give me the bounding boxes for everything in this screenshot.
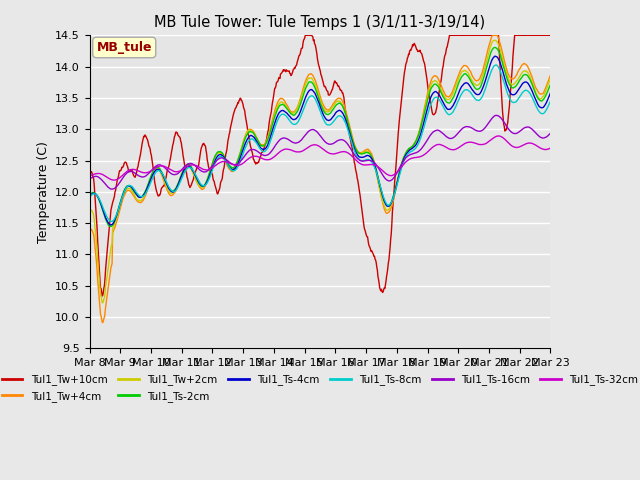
Tul1_Ts-2cm	[547, 82, 554, 87]
Tul1_Tw+4cm	[354, 148, 362, 154]
Tul1_Tw+2cm	[380, 202, 388, 207]
Tul1_Tw+10cm	[484, 33, 492, 38]
Tul1_Ts-4cm	[86, 193, 93, 199]
Tul1_Ts-32cm	[380, 169, 388, 175]
Tul1_Ts-16cm	[483, 122, 491, 128]
Tul1_Tw+10cm	[99, 293, 106, 299]
Tul1_Tw+10cm	[367, 247, 374, 252]
Tul1_Ts-2cm	[354, 149, 362, 155]
Line: Tul1_Ts-32cm: Tul1_Ts-32cm	[90, 136, 550, 180]
Tul1_Tw+4cm	[115, 212, 122, 218]
Tul1_Ts-32cm	[111, 177, 118, 183]
Tul1_Tw+4cm	[366, 148, 374, 154]
Line: Tul1_Tw+4cm: Tul1_Tw+4cm	[90, 36, 550, 323]
Tul1_Ts-32cm	[547, 145, 554, 151]
Line: Tul1_Ts-16cm: Tul1_Ts-16cm	[90, 115, 550, 189]
Tul1_Ts-8cm	[436, 97, 444, 103]
Tul1_Ts-8cm	[380, 195, 388, 201]
Line: Tul1_Tw+10cm: Tul1_Tw+10cm	[90, 36, 550, 296]
Tul1_Ts-32cm	[436, 142, 444, 147]
Tul1_Ts-8cm	[354, 155, 362, 161]
Tul1_Ts-32cm	[495, 133, 503, 139]
Tul1_Tw+4cm	[489, 33, 497, 38]
Tul1_Ts-16cm	[547, 131, 554, 136]
Y-axis label: Temperature (C): Temperature (C)	[36, 141, 49, 243]
Tul1_Ts-16cm	[380, 174, 388, 180]
Tul1_Ts-16cm	[115, 181, 122, 187]
Tul1_Ts-4cm	[547, 90, 554, 96]
Tul1_Tw+4cm	[86, 229, 93, 235]
Tul1_Tw+10cm	[115, 174, 122, 180]
Tul1_Ts-32cm	[354, 159, 362, 165]
Tul1_Ts-8cm	[547, 98, 554, 104]
Tul1_Tw+10cm	[355, 181, 362, 187]
Tul1_Tw+2cm	[547, 76, 554, 82]
Tul1_Ts-16cm	[436, 128, 444, 134]
Tul1_Ts-2cm	[86, 192, 93, 198]
Tul1_Tw+2cm	[86, 210, 93, 216]
Tul1_Tw+4cm	[380, 204, 388, 210]
Tul1_Tw+2cm	[366, 151, 374, 156]
Tul1_Tw+2cm	[436, 84, 444, 90]
Tul1_Ts-2cm	[106, 224, 114, 229]
Tul1_Ts-2cm	[436, 86, 444, 92]
Tul1_Ts-32cm	[483, 140, 491, 146]
Line: Tul1_Ts-8cm: Tul1_Ts-8cm	[90, 65, 550, 221]
Tul1_Tw+4cm	[436, 79, 444, 85]
Tul1_Tw+2cm	[354, 149, 362, 155]
Tul1_Ts-16cm	[492, 112, 500, 118]
Title: MB Tule Tower: Tule Temps 1 (3/1/11-3/19/14): MB Tule Tower: Tule Temps 1 (3/1/11-3/19…	[154, 15, 486, 30]
Tul1_Ts-32cm	[366, 162, 374, 168]
Tul1_Tw+2cm	[492, 37, 499, 43]
Tul1_Ts-8cm	[86, 194, 93, 200]
Tul1_Ts-8cm	[115, 206, 122, 212]
Tul1_Ts-16cm	[366, 157, 374, 163]
Tul1_Ts-4cm	[492, 53, 499, 59]
Line: Tul1_Tw+2cm: Tul1_Tw+2cm	[90, 40, 550, 303]
Tul1_Tw+10cm	[380, 285, 388, 291]
Tul1_Ts-4cm	[366, 154, 374, 159]
Tul1_Ts-16cm	[86, 176, 93, 181]
Tul1_Ts-32cm	[115, 176, 122, 181]
Legend: Tul1_Tw+10cm, Tul1_Tw+4cm, Tul1_Tw+2cm, Tul1_Ts-2cm, Tul1_Ts-4cm, Tul1_Ts-8cm, T: Tul1_Tw+10cm, Tul1_Tw+4cm, Tul1_Tw+2cm, …	[0, 370, 640, 406]
Tul1_Ts-8cm	[492, 62, 500, 68]
Tul1_Tw+4cm	[483, 50, 491, 56]
Tul1_Tw+10cm	[436, 81, 444, 87]
Tul1_Ts-4cm	[483, 72, 491, 78]
Tul1_Ts-4cm	[354, 153, 362, 158]
Tul1_Ts-4cm	[380, 196, 388, 202]
Tul1_Tw+2cm	[99, 300, 106, 306]
Tul1_Ts-16cm	[354, 156, 362, 162]
Tul1_Tw+2cm	[483, 57, 491, 63]
Tul1_Ts-16cm	[108, 186, 116, 192]
Tul1_Ts-4cm	[436, 93, 444, 99]
Tul1_Ts-8cm	[107, 218, 115, 224]
Tul1_Ts-2cm	[483, 63, 491, 69]
Tul1_Tw+10cm	[301, 33, 309, 38]
Line: Tul1_Ts-4cm: Tul1_Ts-4cm	[90, 56, 550, 225]
Text: MB_tule: MB_tule	[97, 41, 152, 54]
Tul1_Ts-2cm	[492, 45, 499, 50]
Tul1_Ts-8cm	[483, 81, 491, 87]
Tul1_Ts-4cm	[115, 206, 122, 212]
Line: Tul1_Ts-2cm: Tul1_Ts-2cm	[90, 48, 550, 227]
Tul1_Ts-8cm	[366, 157, 374, 163]
Tul1_Ts-2cm	[115, 206, 122, 212]
Tul1_Ts-2cm	[380, 196, 388, 202]
Tul1_Tw+10cm	[547, 33, 554, 38]
Tul1_Tw+4cm	[547, 72, 554, 78]
Tul1_Ts-2cm	[366, 151, 374, 157]
Tul1_Ts-4cm	[106, 222, 114, 228]
Tul1_Tw+10cm	[86, 171, 93, 177]
Tul1_Tw+4cm	[99, 320, 106, 325]
Tul1_Ts-32cm	[86, 173, 93, 179]
Tul1_Tw+2cm	[115, 208, 122, 214]
